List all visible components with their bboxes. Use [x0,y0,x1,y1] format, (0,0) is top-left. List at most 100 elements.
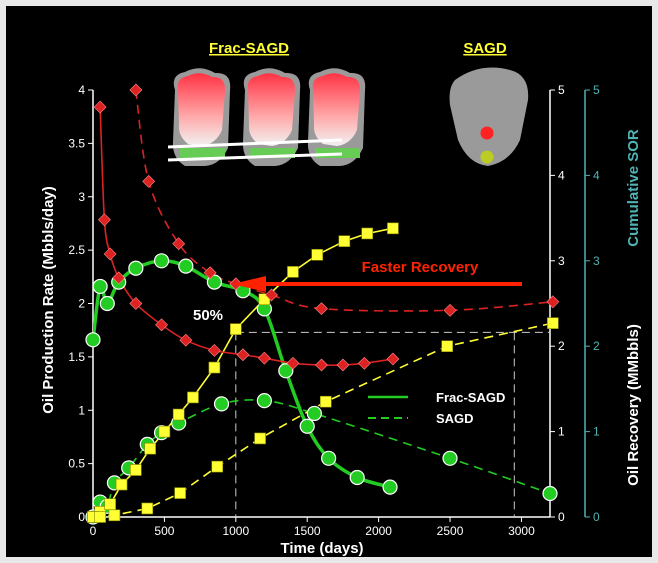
point-rate-frac-sagd [321,450,337,466]
point-rate-sagd [256,393,272,409]
legend-label-frac-sagd: Frac-SAGD [436,390,505,405]
point-recovery-sagd [108,509,121,522]
point-recovery-frac-sagd [130,464,142,476]
point-recovery-sagd [441,340,453,353]
y-left-tick-label: 1.5 [68,350,85,364]
y-right2-tick-label: 2 [593,339,600,353]
point-sor-frac-sagd [236,348,250,362]
y-right2-tick-label: 4 [593,168,600,182]
point-sor-frac-sagd [315,358,328,372]
point-sor-sagd [443,303,457,317]
legend-label-sagd: SAGD [436,411,474,426]
point-recovery-frac-sagd [187,391,199,404]
point-rate-frac-sagd [85,332,101,348]
point-recovery-frac-sagd [311,249,324,261]
y-right1-tick-label: 3 [558,254,565,268]
y-right2-tick-label: 1 [593,425,600,439]
series-layer [85,83,560,525]
point-recovery-frac-sagd [230,323,242,335]
faster-recovery-arrow [232,276,522,292]
x-tick-label: 0 [90,524,97,538]
series-line-sor-sagd [135,90,553,312]
frac-sagd-inset-label: Frac-SAGD [209,40,289,57]
legend: Frac-SAGD SAGD [368,390,505,426]
y-left-tick-label: 0.5 [68,457,85,471]
point-recovery-sagd [254,432,266,445]
fifty-percent-guides [235,331,550,517]
y-right2-tick-label: 5 [593,83,600,97]
point-recovery-sagd [141,502,154,515]
point-rate-sagd [542,485,558,502]
point-rate-frac-sagd [278,363,294,379]
y-right1-tick-label: 2 [558,339,565,353]
point-sor-sagd [546,295,560,309]
axis-ticks: 0 500 1000 1500 2000 2500 3000 0 0.5 1 1.5 2 2.5 3 3.5… [68,83,600,538]
point-sor-sagd [315,302,328,316]
point-rate-sagd [213,396,230,412]
point-recovery-frac-sagd [287,266,299,278]
x-axis-title: Time (days) [280,540,363,557]
point-sor-sagd [203,266,217,280]
point-sor-frac-sagd [98,213,111,227]
point-recovery-frac-sagd [104,498,116,510]
point-recovery-frac-sagd [158,425,171,438]
point-rate-frac-sagd [206,274,222,290]
point-recovery-sagd [547,317,559,329]
point-recovery-sagd [174,487,186,499]
point-sor-sagd [172,237,186,251]
y-right2-tick-label: 0 [593,510,600,524]
y-left-tick-label: 4 [78,83,85,97]
point-sor-frac-sagd [357,356,371,370]
point-sor-frac-sagd [112,271,126,285]
y-right1-tick-label: 5 [558,83,565,97]
point-sor-frac-sagd [129,297,143,310]
y-right1-tick-label: 1 [558,425,565,439]
y-left-tick-label: 1 [78,403,85,417]
y-axis-right2-title: Cumulative SOR [625,129,642,247]
y-right1-tick-label: 0 [558,510,565,524]
point-recovery-frac-sagd [115,478,128,491]
point-rate-frac-sagd [128,260,144,276]
point-sor-frac-sagd [257,351,271,365]
point-sor-frac-sagd [336,358,350,372]
point-rate-frac-sagd [178,258,194,274]
point-sor-frac-sagd [179,333,193,347]
x-tick-label: 3000 [508,524,535,538]
x-tick-label: 2000 [365,524,392,538]
x-tick-label: 500 [154,524,174,538]
point-recovery-frac-sagd [338,235,351,247]
point-recovery-sagd [94,511,106,523]
point-recovery-frac-sagd [144,442,156,455]
y-left-tick-label: 2.5 [68,243,85,257]
point-sor-sagd [265,288,278,302]
x-tick-label: 1000 [222,524,249,538]
sagd-schematic [449,67,529,166]
fifty-percent-label: 50% [193,307,223,324]
y-left-tick-label: 3 [78,190,85,204]
point-rate-frac-sagd [92,278,108,295]
y-left-tick-label: 2 [78,297,85,311]
faster-recovery-label: Faster Recovery [362,259,479,276]
y-axis-left-title: Oil Production Rate (Mbbls/day) [40,186,57,414]
point-recovery-frac-sagd [208,361,221,374]
x-tick-label: 2500 [437,524,464,538]
point-rate-frac-sagd [382,479,398,495]
point-sor-frac-sagd [286,356,300,370]
point-recovery-frac-sagd [361,227,374,240]
series-line-recovery-sagd [93,322,554,518]
point-rate-frac-sagd [349,469,365,486]
point-sor-frac-sagd [93,100,107,114]
y-right2-tick-label: 3 [593,254,600,268]
y-axis-right1-title: Oil Recovery (MMbbls) [625,324,642,486]
point-rate-sagd [306,405,322,422]
point-sor-sagd [142,174,156,188]
point-sor-frac-sagd [103,247,117,261]
point-recovery-frac-sagd [172,408,185,421]
point-rate-frac-sagd [99,295,115,312]
point-rate-frac-sagd [299,418,315,434]
sagd-inset-label: SAGD [463,40,507,57]
x-tick-label: 1500 [294,524,321,538]
y-left-tick-label: 3.5 [68,136,85,150]
